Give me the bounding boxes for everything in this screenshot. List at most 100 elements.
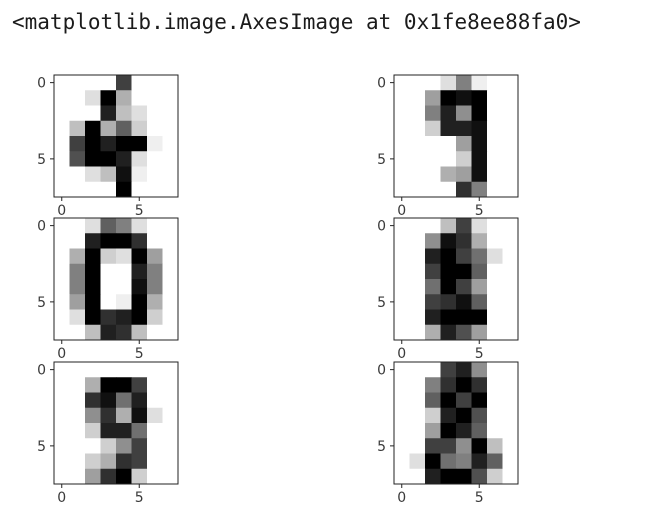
pixel-cell: [162, 362, 179, 378]
pixel-cell: [54, 263, 70, 280]
digit-image-1: 0 5 0 5: [37, 74, 179, 219]
pixel-cell: [394, 218, 410, 234]
pixel-cell: [394, 75, 410, 91]
pixel-cell: [471, 362, 488, 378]
pixel-cell: [69, 377, 86, 393]
pixel-cell: [116, 233, 132, 249]
pixel-cell: [85, 453, 101, 470]
pixel-cell: [471, 453, 488, 470]
pixel-cell: [100, 392, 117, 409]
pixel-cell: [85, 181, 101, 198]
pixel-cell: [131, 151, 148, 167]
pixel-cell: [456, 151, 472, 167]
pixel-cell: [394, 105, 410, 122]
axes-frame: [53, 217, 179, 341]
pixel-cell: [54, 90, 70, 106]
pixel-cell: [147, 233, 163, 249]
pixel-cell: [409, 279, 426, 295]
pixel-cell: [116, 166, 132, 183]
pixel-cell: [69, 324, 86, 341]
pixel-cell: [440, 324, 457, 341]
pixel-cell: [440, 248, 457, 265]
pixel-cell: [394, 233, 410, 249]
pixel-cell: [116, 263, 132, 280]
pixel-cell: [54, 166, 70, 183]
pixel-cell: [394, 90, 410, 106]
pixel-cell: [394, 392, 410, 409]
pixel-cell: [456, 423, 472, 439]
y-tick-label: 5: [377, 439, 386, 455]
pixel-cell: [162, 392, 179, 409]
pixel-cell: [162, 136, 179, 152]
pixel-cell: [425, 468, 441, 485]
pixel-cell: [394, 407, 410, 424]
pixel-cell: [502, 438, 519, 454]
pixel-cell: [456, 166, 472, 183]
pixel-cell: [147, 392, 163, 409]
pixel-cell: [409, 468, 426, 485]
pixel-cell: [471, 105, 488, 122]
pixel-cell: [162, 233, 179, 249]
pixel-cell: [100, 324, 117, 341]
pixel-cell: [54, 294, 70, 310]
pixel-cell: [147, 468, 163, 485]
pixel-cell: [85, 218, 101, 234]
pixel-cell: [502, 407, 519, 424]
pixel-cell: [85, 263, 101, 280]
pixel-cell: [100, 423, 117, 439]
pixel-cell: [471, 377, 488, 393]
pixel-cell: [116, 218, 132, 234]
y-tick-label: 0: [377, 219, 386, 235]
pixel-cell: [147, 309, 163, 326]
pixel-cell: [69, 294, 86, 310]
pixel-cell: [54, 362, 70, 378]
pixel-cell: [425, 90, 441, 106]
pixel-cell: [409, 75, 426, 91]
pixel-cell: [487, 377, 503, 393]
pixel-cell: [69, 407, 86, 424]
axes-frame: [53, 361, 179, 485]
pixel-cell: [147, 90, 163, 106]
x-tick-label: 5: [135, 203, 144, 219]
pixel-cell: [100, 181, 117, 198]
output-text: <matplotlib.image.AxesImage at 0x1fe8ee8…: [12, 10, 581, 34]
pixel-cell: [487, 294, 503, 310]
pixel-cell: [69, 105, 86, 122]
pixel-cell: [100, 309, 117, 326]
pixel-cell: [440, 151, 457, 167]
pixel-cell: [162, 181, 179, 198]
pixel-cell: [131, 453, 148, 470]
pixel-cell: [147, 151, 163, 167]
pixel-cell: [69, 468, 86, 485]
pixel-cell: [162, 279, 179, 295]
digit-image-2: 0 5 0 5: [377, 74, 519, 219]
pixel-cell: [131, 309, 148, 326]
pixel-cell: [116, 453, 132, 470]
pixel-cell: [440, 392, 457, 409]
pixel-cell: [54, 75, 70, 91]
pixel-cell: [54, 105, 70, 122]
pixel-cell: [425, 309, 441, 326]
pixel-cell: [85, 392, 101, 409]
pixel-cell: [54, 309, 70, 326]
pixel-cell: [131, 377, 148, 393]
pixel-cell: [147, 453, 163, 470]
pixel-cell: [162, 438, 179, 454]
pixel-cell: [440, 468, 457, 485]
pixel-cell: [425, 324, 441, 341]
pixel-cell: [116, 90, 132, 106]
pixel-cell: [100, 438, 117, 454]
pixel-cell: [131, 279, 148, 295]
pixel-cell: [487, 407, 503, 424]
pixel-cell: [54, 438, 70, 454]
pixel-cell: [471, 324, 488, 341]
pixel-cell: [409, 309, 426, 326]
pixel-cell: [409, 294, 426, 310]
pixel-cell: [162, 248, 179, 265]
pixel-cell: [131, 407, 148, 424]
y-tick-label: 0: [377, 363, 386, 379]
pixel-cell: [487, 263, 503, 280]
pixel-cell: [54, 279, 70, 295]
pixel-cell: [394, 181, 410, 198]
pixel-cell: [409, 407, 426, 424]
